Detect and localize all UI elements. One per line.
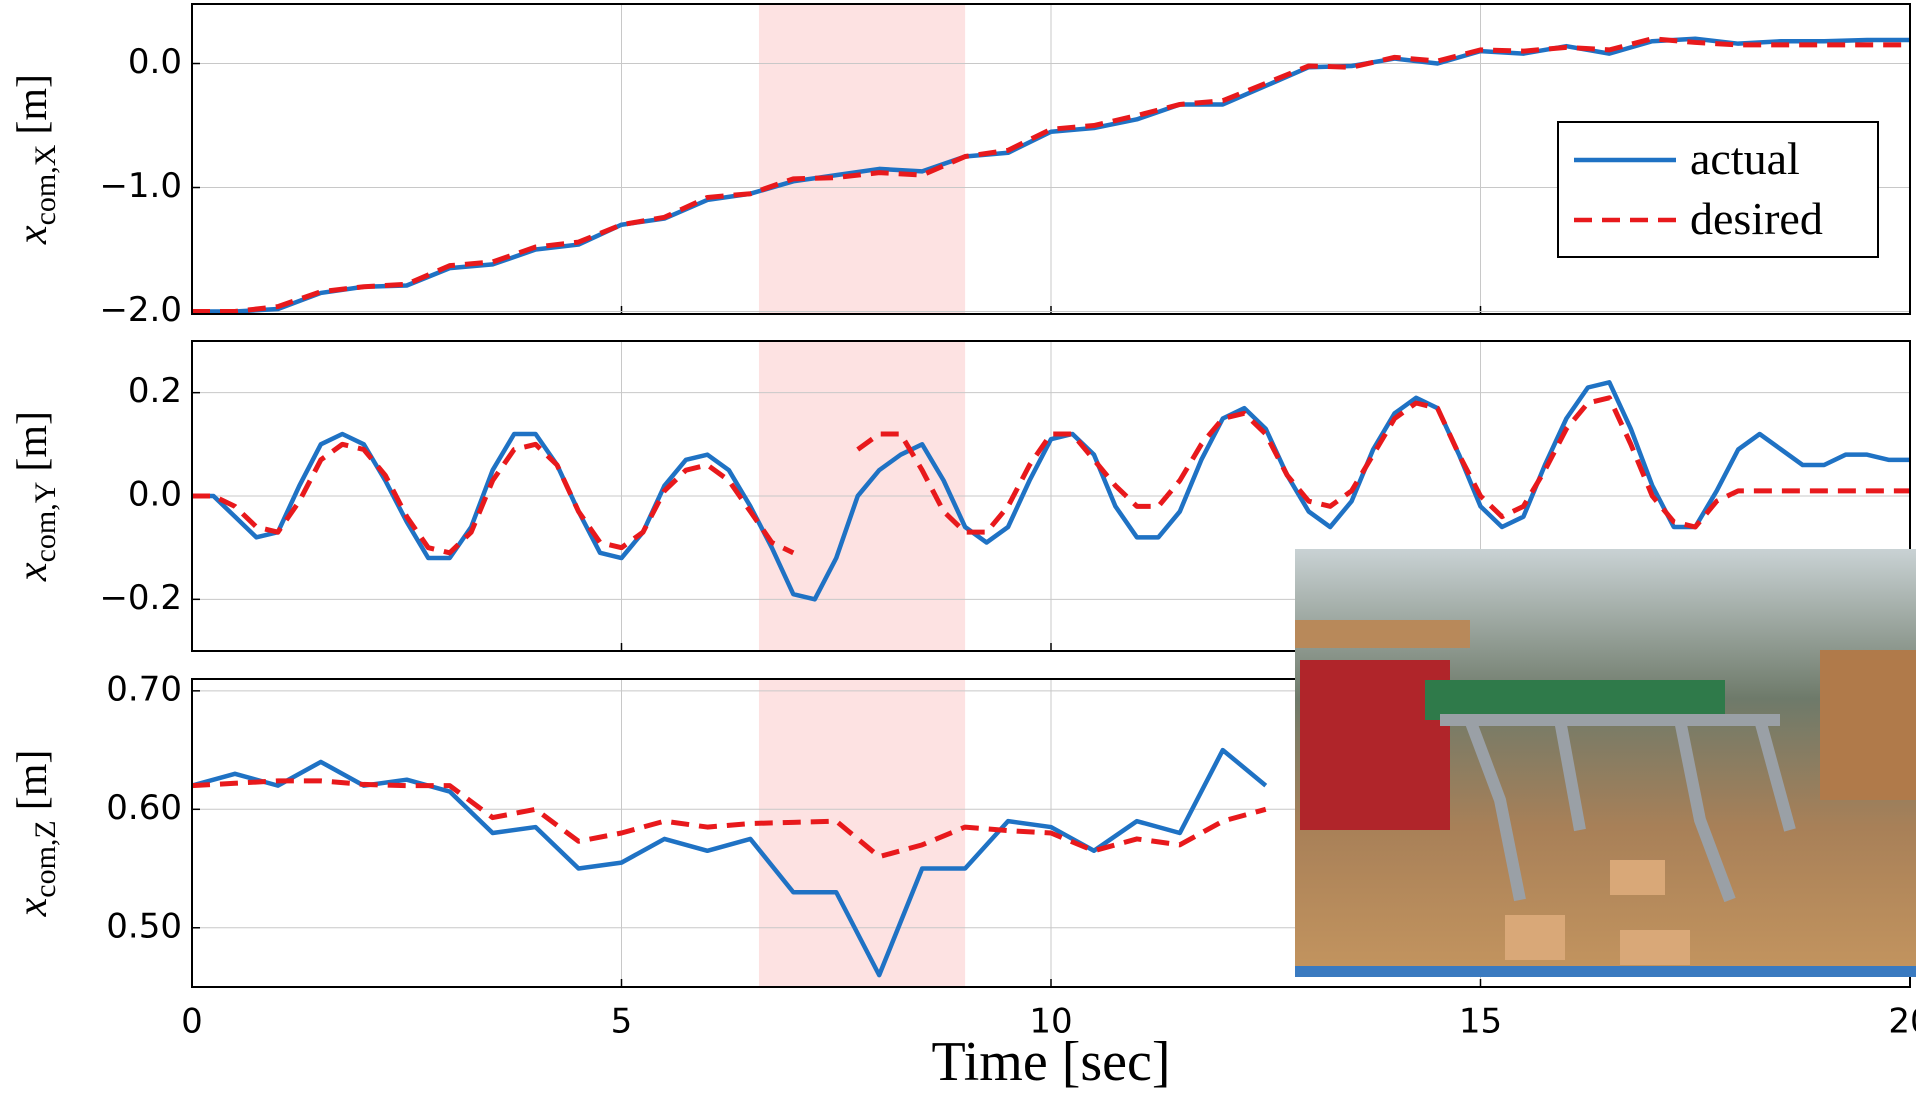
y-tick-label: −1.0 <box>99 166 182 206</box>
y-label-symbol: x <box>10 562 56 582</box>
x-tick-label: 15 <box>1459 1002 1502 1042</box>
highlight-span <box>758 4 966 314</box>
x-axis-label: Time [sec] <box>931 1031 1170 1093</box>
y-axis-label: xcom,Z [m] <box>10 750 62 918</box>
y-label-symbol: x <box>10 225 56 245</box>
data-line <box>192 747 1268 978</box>
y-tick-label: 0.70 <box>106 669 182 709</box>
y-tick-label: −0.2 <box>99 578 182 618</box>
x-tick-label: 5 <box>611 1002 633 1042</box>
x-tick-label: 20 <box>1888 1002 1916 1042</box>
y-tick-label: 0.2 <box>128 371 182 411</box>
highlight-span <box>758 679 966 987</box>
y-tick-label: −2.0 <box>99 290 182 330</box>
y-axis-label: xcom,Y [m] <box>10 411 62 582</box>
y-label-subscript: com,Z <box>29 820 62 897</box>
plot-frame <box>191 3 1911 315</box>
photo-block <box>1505 915 1565 960</box>
photo-bench <box>1295 620 1470 648</box>
y-axis-label: xcom,X [m] <box>10 74 62 245</box>
y-tick-label: 0.60 <box>106 788 182 828</box>
y-label-unit: [m] <box>10 411 56 472</box>
legend-label: desired <box>1690 193 1823 244</box>
subplot: −2.0 −1.0 0.0 xcom,X [m] actual desired <box>10 3 1911 330</box>
photo-board <box>1425 680 1725 720</box>
y-tick-label: 0.50 <box>106 906 182 946</box>
robot-photo <box>1295 549 1916 977</box>
data-line <box>192 36 1910 314</box>
photo-robot-legs <box>1440 714 1796 903</box>
y-label-subscript: com,Y <box>29 482 62 563</box>
y-tick-label: 0.0 <box>128 42 182 82</box>
y-tick-label: 0.0 <box>128 475 182 515</box>
x-tick-label: 10 <box>1029 1002 1072 1042</box>
subplot: 0 5 10 15 20 0.50 0.60 0.70 xcom,Z [m] Time [sec] <box>10 669 1916 1093</box>
y-label-subscript: com,X <box>29 144 62 225</box>
legend: actual desired <box>1557 121 1879 258</box>
photo-box <box>1820 650 1916 800</box>
photo-block <box>1610 860 1665 895</box>
plot-layers: −2.0−1.00.0xcom,X[m]actualdesired−0.20.0… <box>10 3 1916 1093</box>
y-label-unit: [m] <box>10 74 56 135</box>
data-line <box>192 778 1267 860</box>
photo-floor-strip <box>1295 966 1916 977</box>
data-line <box>192 380 1910 602</box>
x-tick-label: 0 <box>181 1002 203 1042</box>
y-label-symbol: x <box>10 897 56 917</box>
y-label-unit: [m] <box>10 750 56 811</box>
legend-frame <box>1557 121 1879 258</box>
photo-block <box>1620 930 1690 965</box>
legend-label: actual <box>1690 133 1800 184</box>
data-line <box>192 395 1910 556</box>
plot-frame <box>191 340 1911 652</box>
